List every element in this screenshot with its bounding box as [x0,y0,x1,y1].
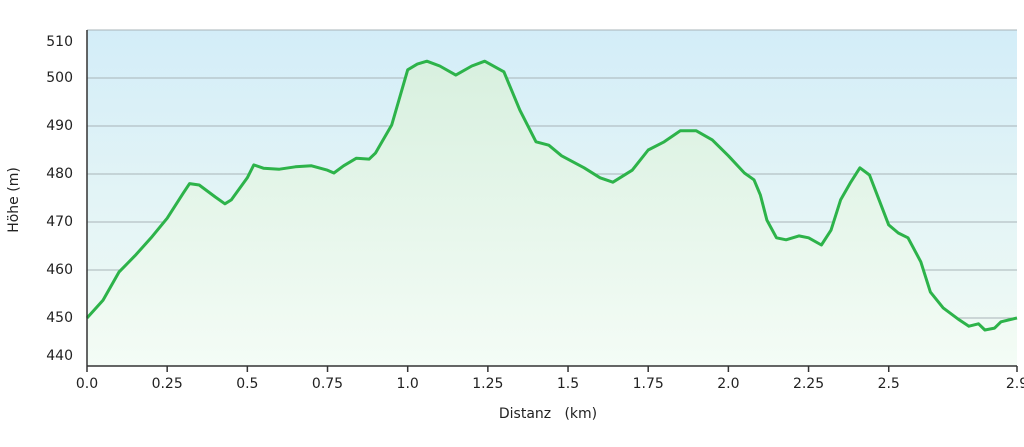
line [85,59,1018,332]
area [87,61,1017,366]
y-tick-label: 490 [46,118,73,134]
y-tick-label: 470 [46,214,73,230]
x-tick-label: 0.25 [152,376,183,392]
x-tick-label: 2.0 [717,376,739,392]
y-tick-label: 450 [46,310,73,326]
x-tick-label: 2.9 [1006,376,1024,392]
x-tick-label: 0.0 [76,376,98,392]
x-axis-label: Distanz (km) [499,406,597,422]
x-tick-label: 1.75 [633,376,664,392]
x-tick-label: 0.5 [236,376,258,392]
x-tick-label: 0.75 [312,376,343,392]
y-tick-label: 500 [46,70,73,86]
x-tick-label: 1.0 [397,376,419,392]
y-tick-label: 460 [46,262,73,278]
y-tick-label: 440 [46,348,73,364]
x-tick-label: 2.5 [878,376,900,392]
x-tick-label: 1.25 [472,376,503,392]
x-tick-label: 1.5 [557,376,579,392]
y-axis-label: Höhe (m) [6,167,22,233]
y-tick-label: 480 [46,166,73,182]
y-tick-label: 510 [46,34,73,50]
x-tick-label: 2.25 [793,376,824,392]
